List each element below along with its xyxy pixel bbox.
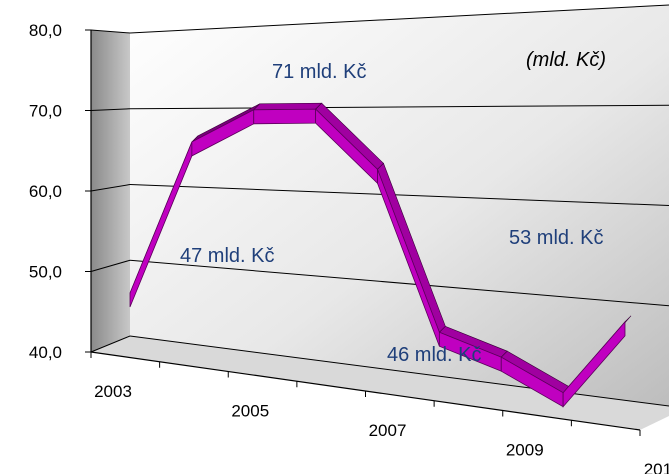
x-tick-label: 2009 (506, 441, 544, 460)
y-tick-label: 40,0 (29, 343, 62, 362)
gridline-connector (90, 335, 131, 353)
annotation-label: 71 mld. Kč (272, 61, 366, 83)
series-segment (562, 320, 626, 408)
gridline (129, 184, 669, 206)
gridline-connector (90, 259, 131, 272)
data-series-ribbon (129, 102, 632, 408)
gridlines (90, 4, 669, 407)
x-tick-label: 2003 (94, 382, 132, 401)
gridline (129, 335, 669, 407)
unit-label: (mld. Kč) (526, 49, 606, 71)
y-tick-label: 60,0 (29, 182, 62, 201)
x-axis-ticks: 2003 2005 2007 2009 2011 (90, 352, 669, 474)
chart-side-wall (91, 30, 130, 352)
annotation-label: 53 mld. Kč (509, 227, 603, 249)
gridline-connector (90, 184, 131, 192)
gridline (129, 104, 669, 110)
gridline-connector (90, 108, 131, 111)
annotation-label: 46 mld. Kč (387, 344, 481, 366)
chart-floor (91, 336, 669, 430)
x-tick-label: 2007 (369, 421, 407, 440)
annotation-label: 47 mld. Kč (180, 245, 274, 267)
x-tick-label: 2005 (231, 402, 269, 421)
x-tick-label: 2011 (644, 460, 669, 474)
y-tick-label: 70,0 (29, 102, 62, 121)
y-axis-ticks: 80,0 70,0 60,0 50,0 40,0 (29, 21, 91, 362)
series-segment (253, 108, 317, 125)
gridline (129, 4, 669, 34)
gridline-connector (90, 29, 131, 34)
y-tick-label: 50,0 (29, 263, 62, 282)
y-tick-label: 80,0 (29, 21, 62, 40)
gridline (129, 259, 669, 307)
